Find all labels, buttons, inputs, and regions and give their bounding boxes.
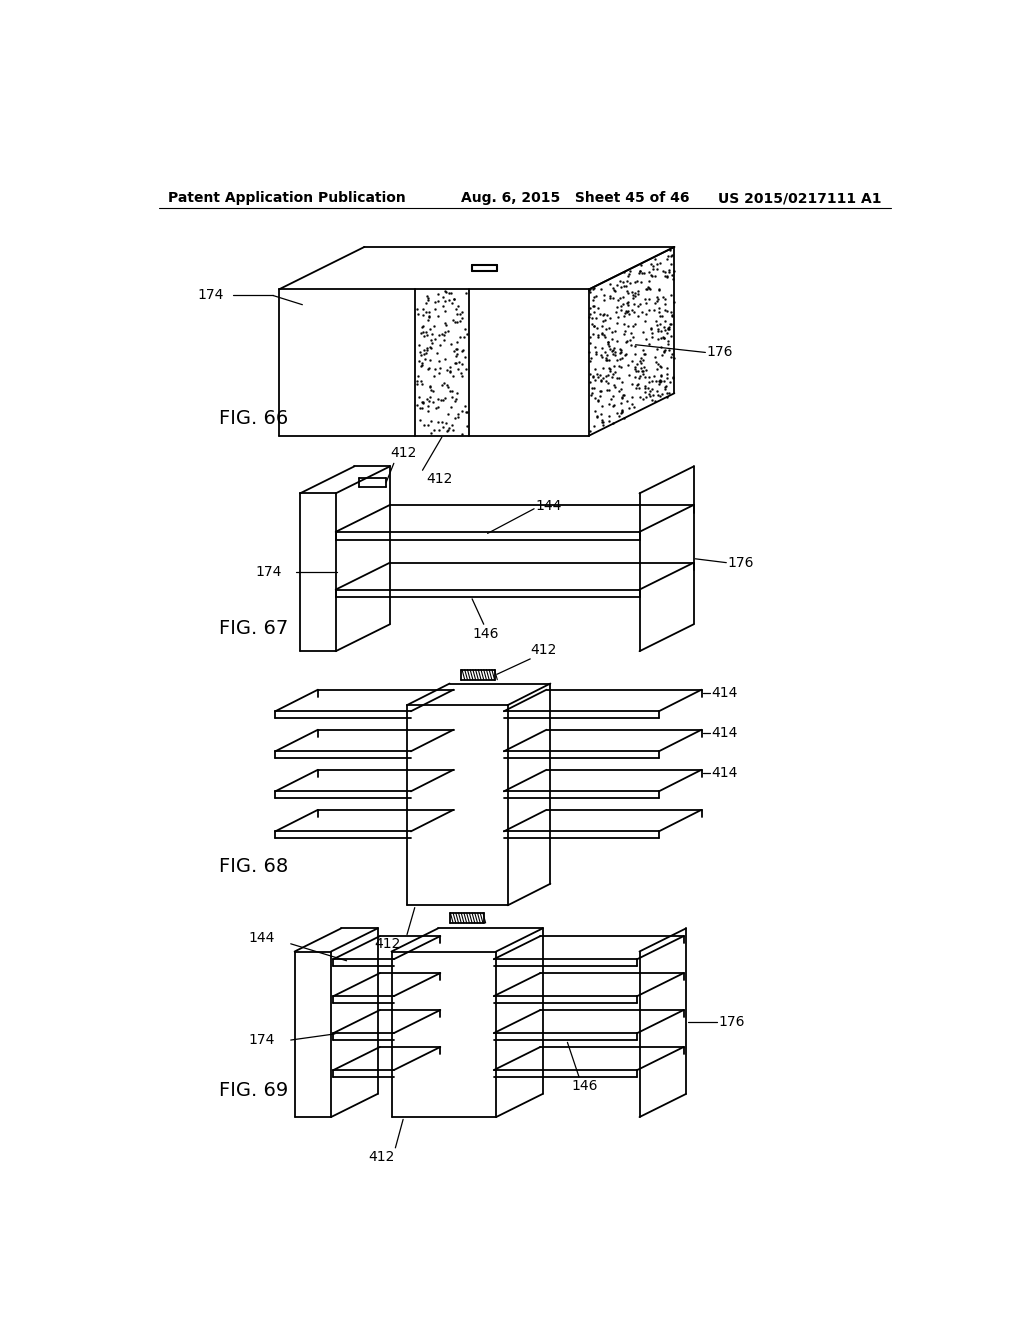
Text: 414: 414 bbox=[712, 686, 738, 700]
Text: 146: 146 bbox=[472, 627, 499, 642]
Text: FIG. 67: FIG. 67 bbox=[219, 619, 289, 638]
Text: 146: 146 bbox=[571, 1080, 598, 1093]
Text: 412: 412 bbox=[375, 937, 400, 950]
Text: FIG. 66: FIG. 66 bbox=[219, 409, 289, 428]
Text: 414: 414 bbox=[712, 766, 738, 780]
Text: 176: 176 bbox=[707, 346, 733, 359]
Text: FIG. 69: FIG. 69 bbox=[219, 1081, 289, 1100]
Text: US 2015/0217111 A1: US 2015/0217111 A1 bbox=[718, 191, 882, 206]
Text: 174: 174 bbox=[255, 565, 282, 579]
Text: 412: 412 bbox=[426, 473, 453, 487]
Text: 412: 412 bbox=[530, 643, 557, 656]
Text: 144: 144 bbox=[248, 931, 274, 945]
Text: 412: 412 bbox=[369, 1150, 394, 1164]
Text: 412: 412 bbox=[390, 446, 417, 461]
Text: 174: 174 bbox=[248, 1034, 274, 1047]
Text: 414: 414 bbox=[712, 726, 738, 739]
Text: 176: 176 bbox=[719, 1015, 745, 1030]
Text: FIG. 68: FIG. 68 bbox=[219, 857, 289, 876]
Text: 174: 174 bbox=[198, 289, 224, 302]
Text: Patent Application Publication: Patent Application Publication bbox=[168, 191, 407, 206]
Text: 144: 144 bbox=[536, 499, 562, 513]
Text: Aug. 6, 2015   Sheet 45 of 46: Aug. 6, 2015 Sheet 45 of 46 bbox=[461, 191, 690, 206]
Text: 176: 176 bbox=[728, 556, 755, 570]
